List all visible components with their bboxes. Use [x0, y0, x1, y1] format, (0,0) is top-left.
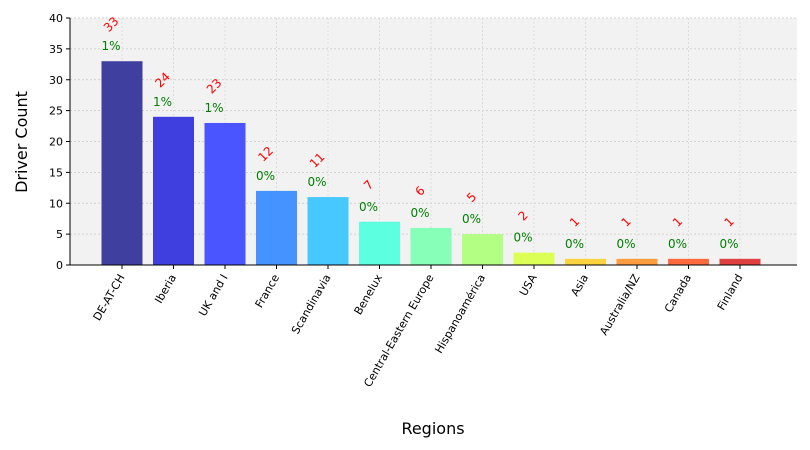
percent-label: 0%: [256, 169, 275, 183]
percent-label: 0%: [668, 237, 687, 251]
x-tick-label: Australia/NZ: [597, 272, 643, 338]
x-tick-label: Scandinavia: [289, 272, 334, 336]
percent-label: 0%: [513, 231, 532, 245]
x-tick-label: Canada: [662, 272, 694, 315]
bar-10: [616, 258, 658, 265]
x-tick-label: DE-AT-CH: [91, 272, 128, 323]
x-axis-title: Regions: [401, 419, 464, 438]
percent-label: 1%: [101, 39, 120, 53]
percent-label: 0%: [719, 237, 738, 251]
x-tick-label: France: [253, 272, 283, 310]
y-tick-label: 10: [49, 197, 63, 210]
y-tick-label: 25: [49, 105, 63, 118]
x-axis: DE-AT-CH Iberia UK and I France Scandinavia B…: [70, 264, 797, 389]
bar-5: [359, 221, 400, 265]
bar-9: [565, 258, 606, 265]
x-tick-label: Benelux: [352, 272, 386, 318]
percent-label: 0%: [307, 175, 326, 189]
bar-12: [719, 258, 761, 265]
y-tick-label: 35: [49, 43, 63, 56]
y-tick-label: 15: [49, 166, 63, 179]
y-tick-label: 0: [56, 259, 63, 272]
percent-label: 0%: [410, 206, 429, 220]
bar-4: [307, 197, 349, 265]
x-tick-label: USA: [517, 272, 540, 299]
percent-label: 0%: [616, 237, 635, 251]
bar-8: [513, 252, 555, 265]
x-tick-label: Asia: [568, 272, 591, 298]
x-tick-label: UK and I: [196, 272, 230, 319]
x-tick-label: Iberia: [152, 272, 179, 306]
percent-label: 1%: [204, 101, 223, 115]
y-tick-label: 30: [49, 74, 63, 87]
bar-3: [256, 190, 297, 265]
bar-6: [410, 227, 452, 265]
bars: [101, 61, 761, 265]
x-tick-label: Finland: [715, 272, 746, 313]
y-tick-label: 20: [49, 136, 63, 149]
x-tick-label: Hispanoamérica: [432, 272, 488, 356]
y-tick-label: 5: [56, 228, 63, 241]
percent-label: 1%: [153, 95, 172, 109]
bar-0: [101, 61, 143, 265]
bar-1: [153, 116, 194, 265]
percent-label: 0%: [462, 212, 481, 226]
percent-label: 0%: [359, 200, 378, 214]
y-axis: 0 5 10 15 20 25 30 35 40: [49, 12, 71, 272]
percent-label: 0%: [565, 237, 584, 251]
bar-7: [462, 234, 503, 265]
y-tick-label: 40: [49, 12, 63, 25]
bar-2: [204, 122, 246, 265]
bar-11: [668, 258, 709, 265]
y-axis-title: Driver Count: [12, 91, 31, 193]
